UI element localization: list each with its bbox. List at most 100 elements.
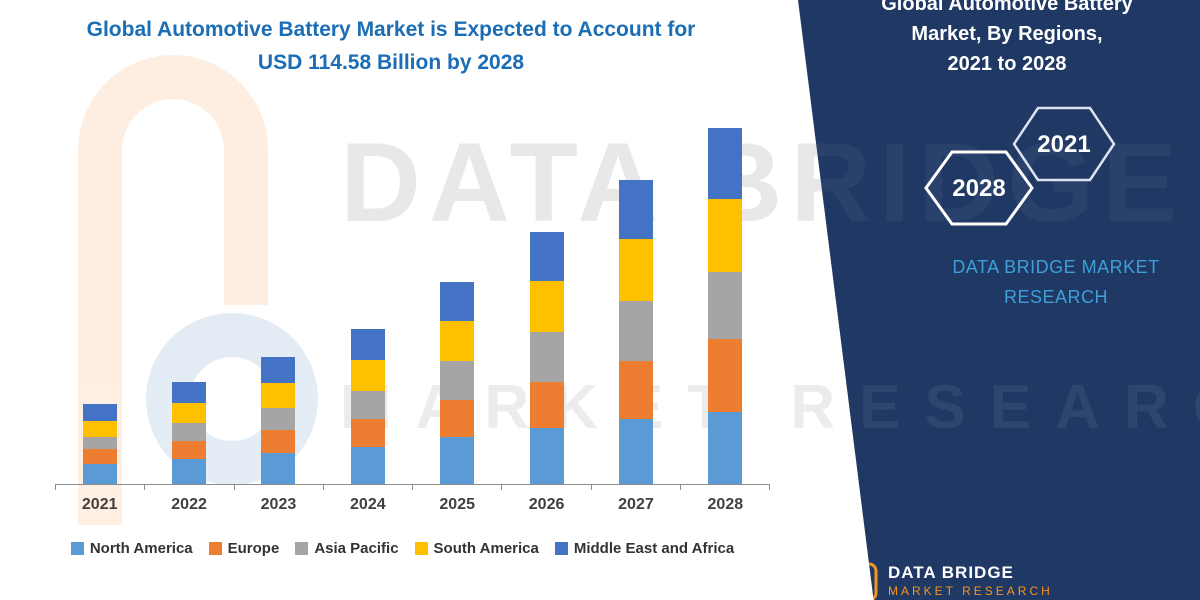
panel-brand-line2: RESEARCH bbox=[1003, 286, 1109, 307]
chart-title: Global Automotive Battery Market is Expe… bbox=[38, 14, 744, 79]
bar-2027 bbox=[591, 179, 680, 484]
x-axis-label-2024: 2024 bbox=[350, 496, 386, 513]
bar-segment-2021-europe bbox=[82, 448, 117, 464]
bar-stack-2026 bbox=[529, 232, 564, 484]
bar-2026 bbox=[502, 232, 591, 484]
axis-tick-cell bbox=[681, 485, 770, 490]
bar-segment-2025-north-america bbox=[440, 437, 475, 484]
chart-title-line2: USD 114.58 Billion by 2028 bbox=[257, 50, 525, 74]
legend-label: South America bbox=[433, 540, 539, 557]
bar-2021 bbox=[55, 403, 144, 484]
bar-segment-2028-north-america bbox=[708, 411, 743, 484]
x-axis-label-2022: 2022 bbox=[171, 496, 207, 513]
x-axis-label-2025: 2025 bbox=[439, 496, 475, 513]
chart-title-line1: Global Automotive Battery Market is Expe… bbox=[86, 18, 696, 41]
panel-heading-line3: 2021 to 2028 bbox=[947, 53, 1067, 75]
panel-brand-text: DATA BRIDGE MARKET RESEARCH bbox=[900, 253, 1200, 312]
bar-segment-2025-asia-pacific bbox=[440, 361, 475, 401]
axis-tick-cell bbox=[592, 485, 681, 490]
bar-segment-2025-europe bbox=[440, 400, 475, 438]
legend-swatch bbox=[414, 542, 428, 555]
bar-segment-2027-asia-pacific bbox=[618, 300, 653, 362]
bar-segment-2021-north-america bbox=[82, 463, 117, 484]
x-axis-label-2027: 2027 bbox=[618, 496, 654, 513]
bar-stack-2025 bbox=[440, 282, 475, 484]
bar-stack-2024 bbox=[350, 328, 385, 484]
bar-segment-2023-middle-east-and-africa bbox=[261, 356, 296, 384]
bar-2028 bbox=[681, 128, 770, 484]
bar-segment-2027-europe bbox=[618, 361, 653, 419]
bar-stack-2023 bbox=[261, 356, 296, 484]
bar-2023 bbox=[234, 356, 323, 484]
bar-segment-2027-south-america bbox=[618, 238, 653, 301]
legend-item-south-america: South America bbox=[414, 540, 539, 557]
legend-item-north-america: North America bbox=[70, 540, 193, 557]
legend-item-middle-east-and-africa: Middle East and Africa bbox=[554, 540, 735, 557]
legend-label: Middle East and Africa bbox=[573, 540, 735, 557]
bar-segment-2025-middle-east-and-africa bbox=[440, 282, 475, 321]
brand-logo-watermark bbox=[28, 55, 328, 525]
legend-swatch bbox=[70, 542, 84, 555]
x-axis-labels: 2021 2022 2023 2024 2025 2026 2027 2028 bbox=[55, 496, 770, 514]
axis-tick-cell bbox=[413, 485, 503, 490]
hexagon-2028-label: 2028 bbox=[952, 175, 1005, 202]
hexagon-2021-label: 2021 bbox=[1037, 131, 1090, 158]
bar-segment-2024-north-america bbox=[350, 446, 385, 484]
bar-segment-2026-middle-east-and-africa bbox=[529, 232, 564, 281]
bar-segment-2022-south-america bbox=[172, 403, 207, 424]
bar-segment-2022-asia-pacific bbox=[172, 423, 207, 441]
x-axis bbox=[55, 484, 770, 490]
hexagon-2021-outline bbox=[1012, 106, 1116, 182]
panel-heading-line2: Market, By Regions, bbox=[911, 23, 1103, 45]
legend-swatch bbox=[295, 542, 309, 555]
x-axis-label-2028: 2028 bbox=[707, 496, 744, 513]
databridge-logo-icon bbox=[838, 562, 878, 600]
panel-brand-line1: DATA BRIDGE MARKET bbox=[952, 257, 1160, 277]
panel-heading: Global Automotive Battery Market, By Reg… bbox=[822, 0, 1192, 79]
bar-segment-2026-europe bbox=[529, 381, 564, 429]
x-axis-label-2026: 2026 bbox=[528, 496, 565, 513]
bar-2022 bbox=[144, 381, 233, 484]
bar-segment-2024-south-america bbox=[350, 359, 385, 391]
x-axis-label-2023: 2023 bbox=[260, 496, 297, 513]
bar-segment-2021-south-america bbox=[82, 420, 117, 437]
bar-segment-2026-north-america bbox=[529, 428, 564, 484]
hexagon-2028-outline bbox=[924, 150, 1034, 226]
bar-segment-2023-north-america bbox=[261, 452, 296, 484]
footer-brand-subtitle: MARKET RESEARCH bbox=[888, 584, 1053, 598]
legend-label: Europe bbox=[227, 540, 280, 557]
hexagons-graphic: 2028 2021 bbox=[924, 106, 1116, 226]
panel-footer-logo: DATA BRIDGE MARKET RESEARCH bbox=[838, 562, 1053, 600]
bar-segment-2027-north-america bbox=[618, 418, 653, 484]
axis-tick-cell bbox=[235, 485, 324, 490]
bar-segment-2028-asia-pacific bbox=[708, 272, 743, 340]
stacked-bar-chart: 2021 2022 2023 2024 2025 2026 2027 2028 bbox=[55, 84, 770, 516]
bar-segment-2022-europe bbox=[172, 440, 207, 460]
axis-tick-cell bbox=[324, 485, 413, 490]
bar-segment-2022-middle-east-and-africa bbox=[172, 381, 207, 404]
bars-container bbox=[55, 124, 770, 484]
legend-item-asia-pacific: Asia Pacific bbox=[295, 540, 399, 557]
bar-segment-2028-middle-east-and-africa bbox=[708, 128, 743, 199]
axis-tick-cell bbox=[55, 485, 146, 490]
bar-stack-2027 bbox=[618, 179, 653, 484]
chart-legend: North America Europe Asia Pacific South Ame… bbox=[30, 540, 775, 557]
bar-segment-2023-europe bbox=[261, 429, 296, 453]
legend-item-europe: Europe bbox=[208, 540, 280, 557]
legend-swatch bbox=[554, 542, 568, 555]
panel-heading-line1: Global Automotive Battery bbox=[881, 0, 1133, 15]
bar-segment-2023-south-america bbox=[261, 383, 296, 408]
bar-segment-2023-asia-pacific bbox=[261, 407, 296, 430]
legend-label: Asia Pacific bbox=[314, 540, 399, 557]
bar-segment-2026-asia-pacific bbox=[529, 331, 564, 382]
bar-stack-2022 bbox=[172, 381, 207, 484]
bar-segment-2026-south-america bbox=[529, 280, 564, 332]
bar-segment-2021-asia-pacific bbox=[82, 436, 117, 449]
bar-stack-2021 bbox=[82, 403, 117, 484]
bar-segment-2027-middle-east-and-africa bbox=[618, 179, 653, 239]
bar-segment-2022-north-america bbox=[172, 459, 207, 484]
legend-swatch bbox=[208, 542, 222, 555]
bar-2024 bbox=[323, 328, 412, 484]
